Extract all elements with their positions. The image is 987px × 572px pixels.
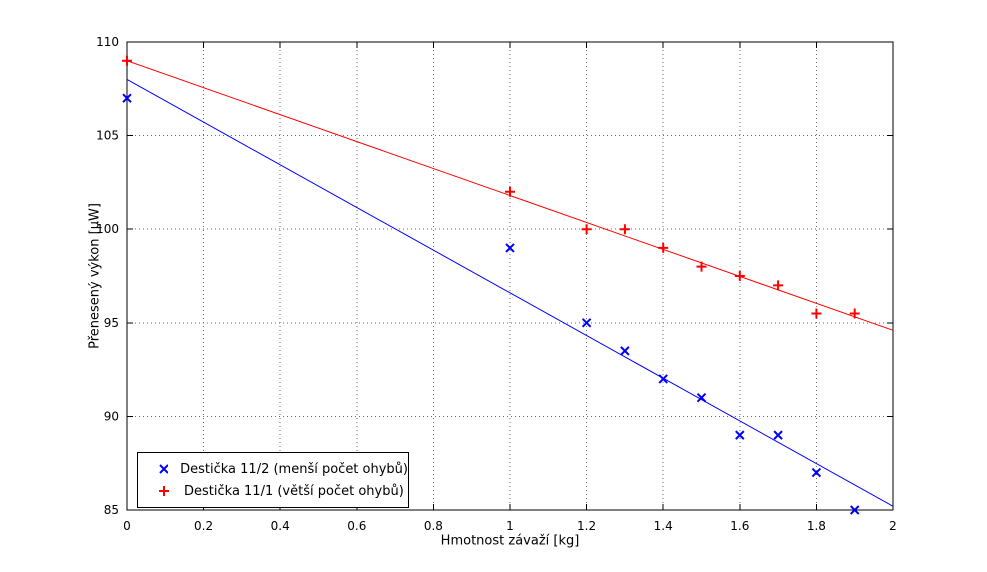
data-point-x-marker bbox=[849, 505, 860, 515]
fit-line bbox=[126, 79, 894, 507]
data-point-x-marker bbox=[811, 467, 822, 478]
data-point-x-marker bbox=[773, 430, 783, 440]
y-tick-label: 95 bbox=[104, 316, 119, 330]
x-tick-label: 2 bbox=[889, 519, 897, 533]
data-point-x-marker bbox=[735, 430, 745, 440]
x-tick-label: 0.2 bbox=[194, 519, 213, 533]
x-tick-label: 0.4 bbox=[271, 519, 290, 533]
legend-item: Destička 11/2 (menší počet ohybů) bbox=[156, 461, 408, 477]
data-point-plus-marker bbox=[773, 280, 784, 291]
y-axis-label: Přenesený výkon [µW] bbox=[87, 203, 103, 349]
data-point-x-marker bbox=[620, 346, 630, 356]
x-tick-label: 1.6 bbox=[730, 519, 749, 533]
y-tick-label: 85 bbox=[104, 503, 119, 517]
x-tick-label: 0 bbox=[123, 519, 131, 533]
data-point-x-marker bbox=[696, 392, 707, 403]
x-marker-icon bbox=[159, 464, 169, 474]
data-point-plus-marker bbox=[505, 186, 515, 197]
data-point-x-marker bbox=[658, 374, 668, 384]
data-point-plus-marker bbox=[619, 224, 630, 235]
y-tick-label: 90 bbox=[104, 409, 119, 423]
plus-marker-icon bbox=[159, 486, 169, 496]
x-tick-label: 0.6 bbox=[347, 519, 366, 533]
data-point-plus-marker bbox=[849, 308, 860, 319]
data-point-plus-marker bbox=[658, 242, 669, 253]
x-tick-label: 0.8 bbox=[424, 519, 443, 533]
legend-label: Destička 11/2 (menší počet ohybů) bbox=[180, 461, 408, 477]
y-tick-label: 110 bbox=[96, 35, 119, 49]
x-tick-label: 1.2 bbox=[577, 519, 596, 533]
data-point-plus-marker bbox=[122, 55, 132, 66]
data-point-plus-marker bbox=[581, 224, 592, 235]
y-tick-label: 105 bbox=[96, 129, 119, 143]
legend-label: Destička 11/1 (větší počet ohybů) bbox=[184, 483, 404, 499]
data-point-x-marker bbox=[505, 243, 515, 253]
data-point-x-marker bbox=[581, 318, 592, 328]
data-point-plus-marker bbox=[734, 271, 745, 281]
data-point-plus-marker bbox=[696, 261, 707, 272]
data-point-x-marker bbox=[122, 93, 132, 103]
legend-item: Destička 11/1 (větší počet ohybů) bbox=[156, 483, 408, 499]
x-tick-label: 1.4 bbox=[654, 519, 673, 533]
x-axis-label: Hmotnost závaží [kg] bbox=[440, 533, 580, 549]
x-tick-label: 1 bbox=[506, 519, 514, 533]
data-point-plus-marker bbox=[811, 308, 822, 319]
legend: Destička 11/2 (menší počet ohybů) Destič… bbox=[137, 452, 409, 508]
x-tick-label: 1.8 bbox=[807, 519, 826, 533]
plot-background bbox=[127, 42, 893, 510]
y-tick-label: 100 bbox=[96, 222, 119, 236]
